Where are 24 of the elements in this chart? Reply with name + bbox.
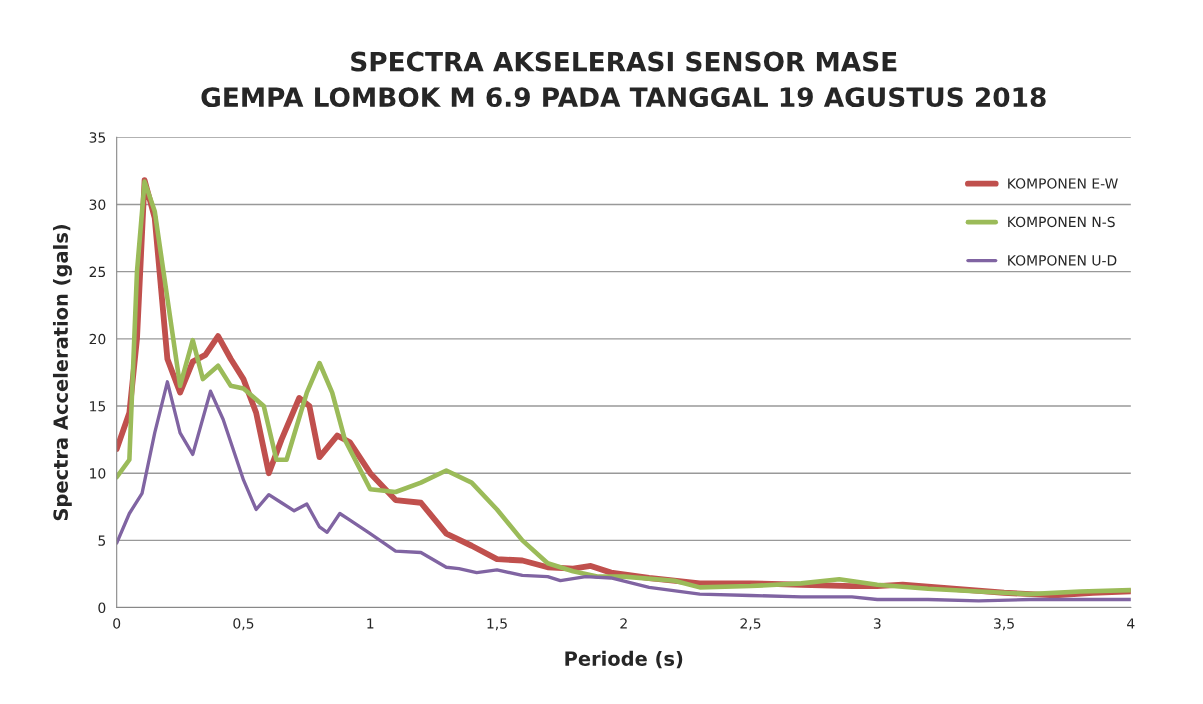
x-tick-label: 2,5 <box>740 618 761 631</box>
y-tick-label: 15 <box>90 401 106 412</box>
x-tick-label: 0,5 <box>233 618 254 631</box>
y-tick-label: 35 <box>89 132 106 143</box>
y-axis-title: Spectra Acceleration (gals) <box>52 224 72 521</box>
x-tick-label: 1 <box>367 618 374 629</box>
y-tick-label: 25 <box>89 266 106 278</box>
x-tick-label: 2 <box>620 618 627 629</box>
line-series <box>116 380 1131 603</box>
y-tick-label: 5 <box>98 535 106 546</box>
x-tick-label: 3 <box>873 618 881 629</box>
x-tick-label: 0 <box>113 618 121 629</box>
y-tick-label: 0 <box>98 602 106 614</box>
legend-label: KOMPONEN N-S <box>1008 216 1115 228</box>
x-tick-label: 3,5 <box>994 618 1014 631</box>
legend-label: KOMPONEN U-D <box>1008 255 1117 266</box>
y-tick-label: 10 <box>90 468 106 479</box>
y-tick-label: 20 <box>89 333 106 345</box>
x-tick-label: 1,5 <box>487 618 507 631</box>
x-tick-label: 4 <box>1127 618 1135 629</box>
chart-title: SPECTRA AKSELERASI SENSOR MASE GEMPA LOMBOK M 6.9 PADA TANGGAL 19 AGUSTUS 2018 <box>201 51 1046 108</box>
x-axis-title: Periode (s) <box>565 650 683 669</box>
legend-label: KOMPONEN E-W <box>1008 178 1118 189</box>
y-tick-label: 30 <box>89 199 106 210</box>
